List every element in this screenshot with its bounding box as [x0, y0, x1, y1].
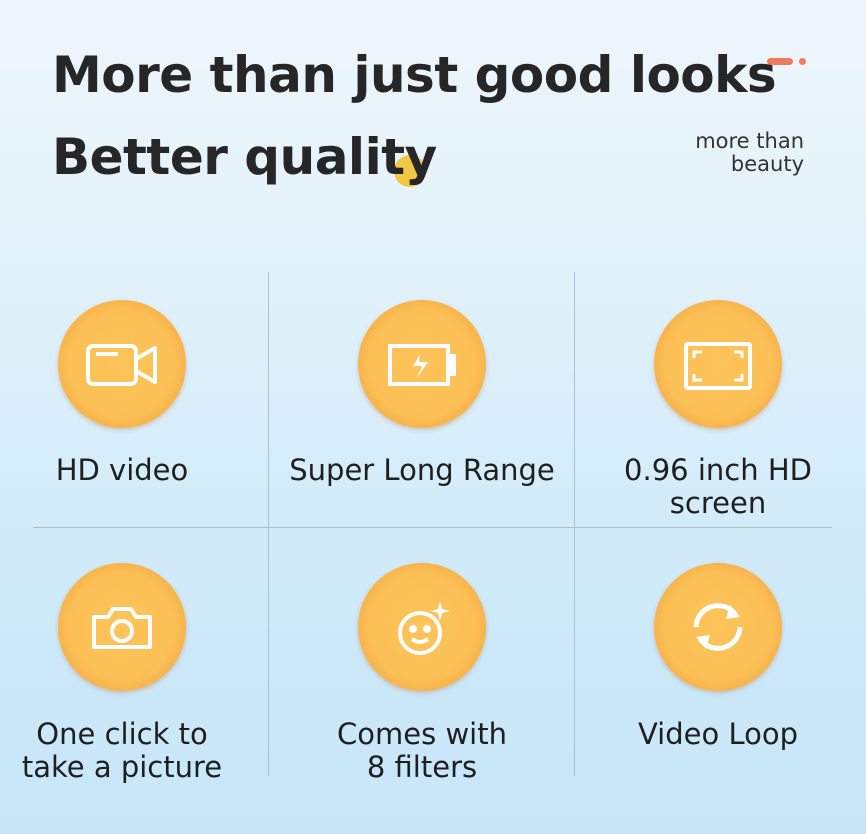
- feature-label-line: Comes with: [337, 717, 507, 751]
- camera-icon: [58, 563, 186, 691]
- battery-charging-icon: [358, 300, 486, 428]
- decorative-dot: [799, 58, 806, 65]
- video-camera-icon: [58, 300, 186, 428]
- grid-divider: [268, 272, 269, 776]
- feature-label-line: One click to: [36, 717, 208, 751]
- subtitle: more than beauty: [695, 130, 804, 176]
- highlight-dot: [394, 155, 426, 187]
- smiley-sparkle-icon: [358, 563, 486, 691]
- headline-line-1: More than just good looks: [52, 46, 777, 104]
- grid-divider: [33, 527, 832, 528]
- subtitle-line-1: more than: [695, 129, 804, 153]
- grid-divider: [574, 272, 575, 776]
- subtitle-line-2: beauty: [730, 152, 804, 176]
- feature-label: One click to take a picture: [0, 718, 272, 784]
- screen-frame-icon: [654, 300, 782, 428]
- feature-label: Super Long Range: [289, 453, 555, 487]
- decorative-dash: [767, 58, 793, 65]
- feature-label: Video Loop: [637, 717, 798, 751]
- headline-line-2: Better quality: [52, 128, 437, 186]
- feature-label-line: screen: [669, 486, 767, 520]
- loop-arrows-icon: [654, 563, 782, 691]
- feature-label-line: take a picture: [21, 750, 223, 784]
- feature-label: HD video: [55, 453, 189, 487]
- feature-label-line: 8 filters: [366, 750, 478, 784]
- feature-label: 0.96 inch HD screen: [568, 454, 866, 520]
- feature-label-line: 0.96 inch HD: [624, 453, 812, 487]
- feature-label: Comes with 8 filters: [272, 718, 572, 784]
